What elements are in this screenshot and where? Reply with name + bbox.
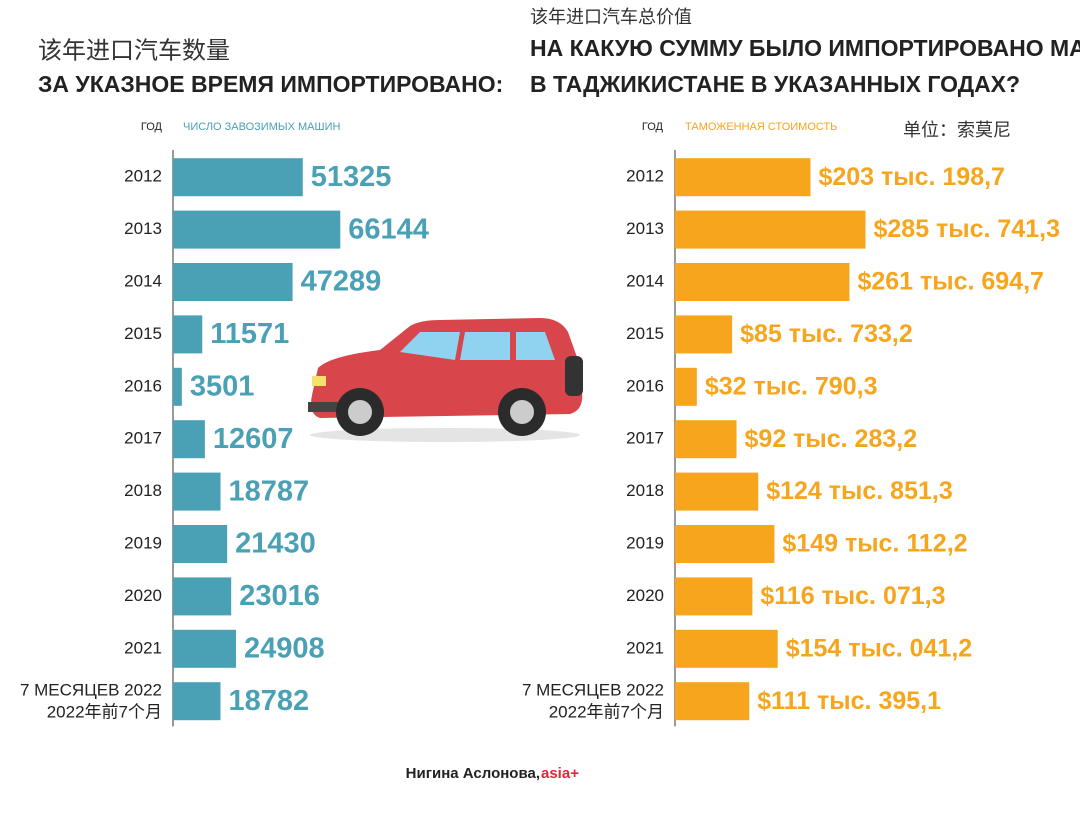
category-label: 2021	[124, 638, 162, 657]
value-label: $32 тыс. 790,3	[705, 372, 878, 400]
value-label: $111 тыс. 395,1	[757, 687, 941, 715]
bar	[675, 315, 733, 354]
category-label: 2018	[124, 481, 162, 500]
value-label: $285 тыс. 741,3	[873, 215, 1060, 243]
bar	[173, 315, 203, 354]
footer-source: asia+	[541, 765, 579, 782]
value-label: $149 тыс. 112,2	[782, 530, 967, 558]
bar	[173, 263, 293, 301]
value-label: 47289	[301, 266, 382, 298]
category-header: ГОД	[642, 121, 664, 133]
value-header: ЧИСЛО ЗАВОЗИМЫХ МАШИН	[183, 121, 340, 133]
value-label: 66144	[348, 213, 429, 245]
bar	[675, 682, 750, 721]
bar	[173, 682, 221, 721]
category-label: 2016	[124, 376, 162, 395]
category-label: 2020	[124, 586, 162, 605]
bar	[173, 420, 205, 459]
category-label: 2013	[124, 219, 162, 238]
bar	[173, 210, 341, 249]
value-label: 24908	[244, 632, 325, 664]
bar	[675, 263, 850, 301]
category-label: 2021	[626, 638, 664, 657]
bar	[173, 158, 303, 197]
car	[308, 318, 583, 442]
category-label: 7 МЕСЯЦЕВ 2022	[20, 681, 162, 700]
category-label: 2012	[626, 167, 664, 186]
value-label: $116 тыс. 071,3	[760, 582, 945, 610]
category-label: 2020	[626, 586, 664, 605]
bar	[675, 420, 737, 459]
category-label: 2019	[626, 533, 664, 552]
value-label: 18787	[229, 475, 310, 507]
category-label: 2019	[124, 533, 162, 552]
bar	[675, 367, 697, 406]
value-label: 18782	[228, 685, 309, 717]
unit-label: 单位：索莫尼	[903, 120, 1011, 140]
footer-author: Нигина Аслонова,	[406, 765, 540, 782]
bar	[173, 577, 232, 616]
category-label: 2017	[626, 429, 664, 448]
bar	[675, 577, 753, 616]
value-label: $261 тыс. 694,7	[857, 268, 1044, 296]
bar	[173, 472, 221, 511]
value-label: 11571	[210, 318, 289, 350]
bar	[675, 525, 775, 563]
bar	[675, 210, 866, 249]
bar	[675, 472, 759, 511]
category-label: 2022年前7个月	[47, 703, 162, 722]
value-label: $124 тыс. 851,3	[766, 477, 953, 505]
value-label: 3501	[190, 370, 255, 402]
bar	[675, 158, 811, 197]
category-label: 2018	[626, 481, 664, 500]
category-label: 2013	[626, 219, 664, 238]
category-label: 2015	[626, 324, 664, 343]
value-label: $154 тыс. 041,2	[786, 634, 973, 662]
category-label: 2015	[124, 324, 162, 343]
category-label: 2016	[626, 376, 664, 395]
bar	[675, 629, 778, 668]
category-label: 2022年前7个月	[549, 703, 664, 722]
category-label: 2014	[626, 271, 664, 290]
category-header: ГОД	[141, 121, 163, 133]
value-label: 51325	[311, 161, 392, 193]
value-label: 12607	[213, 423, 294, 455]
chart-title: 该年进口汽车总价值	[530, 7, 692, 27]
chart-subtitle: В ТАДЖИКИСТАНЕ В УКАЗАННЫХ ГОДАХ?	[530, 71, 1020, 97]
bar	[173, 367, 182, 406]
value-label: $92 тыс. 283,2	[745, 425, 918, 453]
category-label: 2012	[124, 167, 162, 186]
value-header: ТАМОЖЕННАЯ СТОИМОСТЬ	[685, 121, 837, 133]
category-label: 2017	[124, 429, 162, 448]
value-label: $85 тыс. 733,2	[740, 320, 913, 348]
bar	[173, 525, 228, 563]
bar	[173, 629, 236, 668]
category-label: 2014	[124, 271, 162, 290]
value-label: 21430	[235, 528, 316, 560]
category-label: 7 МЕСЯЦЕВ 2022	[522, 681, 664, 700]
value-label: $203 тыс. 198,7	[818, 163, 1005, 191]
chart-subtitle: НА КАКУЮ СУММУ БЫЛО ИМПОРТИРОВАНО МАШИН	[530, 35, 1080, 61]
value-label: 23016	[239, 580, 320, 612]
chart-subtitle: ЗА УКАЗНОЕ ВРЕМЯ ИМПОРТИРОВАНО:	[38, 71, 503, 97]
chart-title: 该年进口汽车数量	[38, 37, 230, 64]
